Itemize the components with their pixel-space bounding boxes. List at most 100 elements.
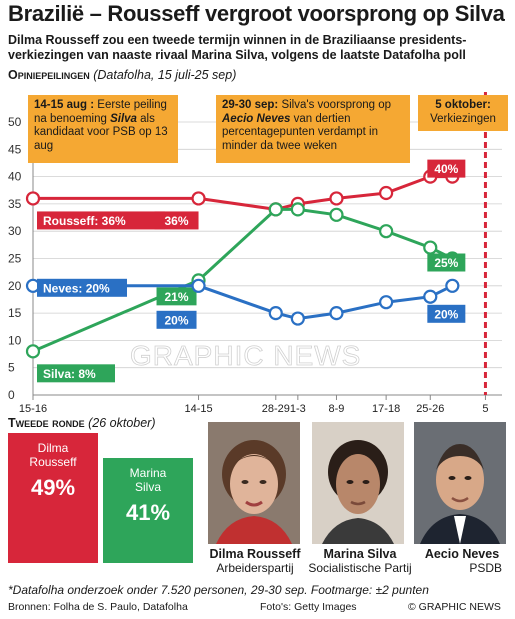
- portrait-neves-icon: [414, 422, 506, 544]
- caption-rousseff: Dilma Rousseff Arbeiderspartij: [206, 547, 304, 575]
- annotation-sep-italic: Aecio Neves: [222, 112, 291, 125]
- data-point-neves: [445, 278, 460, 293]
- data-label-box: [156, 287, 197, 306]
- series-line-neves: [33, 284, 453, 321]
- data-point-silva: [379, 224, 394, 239]
- data-point-silva: [423, 240, 438, 255]
- data-point-rousseff: [191, 191, 206, 206]
- runoff-bar-silva-name: Marina Silva: [129, 466, 167, 494]
- data-label-box: [37, 278, 127, 297]
- y-tick-label: 15: [8, 306, 22, 320]
- runoff-date: (26 oktober): [88, 416, 156, 430]
- y-tick-label: 50: [8, 115, 22, 129]
- annotation-sep: 29-30 sep: Silva's voorsprong op Aecio N…: [216, 95, 410, 163]
- photo-rousseff: [208, 422, 300, 544]
- caption-neves-name: Aecio Neves: [424, 547, 500, 561]
- polls-label: Opiniepeilingen: [8, 68, 90, 82]
- caption-silva-party: Socialistische Partij: [308, 561, 412, 575]
- y-tick-label: 30: [8, 224, 22, 238]
- portrait-rousseff-icon: [208, 422, 300, 544]
- data-label-box: [427, 253, 466, 272]
- page-title: Brazilië – Rousseff vergroot voorsprong …: [8, 1, 505, 26]
- data-point-silva: [290, 202, 305, 217]
- x-tick-label: 15-16: [19, 403, 47, 414]
- data-point-neves: [379, 295, 394, 310]
- sources: Bronnen: Folha de S. Paulo, Datafolha: [8, 601, 188, 613]
- data-point-silva: [25, 344, 41, 359]
- runoff-bar-silva: Marina Silva 41%: [103, 458, 193, 563]
- y-tick-label: 5: [8, 361, 15, 375]
- runoff-bar-silva-value: 41%: [125, 500, 171, 525]
- x-tick-label: 1-3: [290, 403, 306, 414]
- data-point-rousseff: [329, 191, 344, 206]
- page-subtitle: Dilma Rousseff zou een tweede termijn wi…: [8, 33, 467, 62]
- data-label-box: [154, 211, 199, 230]
- runoff-bar-rousseff-value: 49%: [30, 475, 76, 500]
- series-line-silva: [32, 207, 453, 353]
- data-point-silva: [268, 202, 283, 217]
- y-tick-label: 45: [8, 142, 22, 156]
- data-label: Rousseff: 36%: [43, 214, 126, 228]
- caption-rousseff-party: Arbeiderspartij: [216, 561, 294, 575]
- data-point-neves: [290, 311, 305, 326]
- annotation-aug: 14-15 aug : Eerste peiling na benoeming …: [28, 95, 178, 163]
- x-tick-label: 14-15: [184, 403, 212, 414]
- data-label-box: [427, 304, 466, 323]
- data-label-box: [427, 159, 466, 178]
- x-tick-label: 5: [482, 403, 488, 414]
- series-line-rousseff: [33, 175, 453, 211]
- y-tick-label: 0: [8, 388, 15, 402]
- photo-neves: [414, 422, 506, 544]
- annotation-election-date: 5 oktober:: [435, 99, 491, 111]
- x-tick-label: 8-9: [329, 403, 345, 414]
- data-point-neves: [268, 306, 283, 321]
- data-point-neves: [329, 306, 344, 321]
- annotation-election: 5 oktober: Verkiezingen: [418, 95, 508, 131]
- runoff-label: Tweede ronde: [8, 416, 85, 430]
- annotation-sep-text-2: van dertien percentagepunten verdampt in…: [222, 112, 378, 152]
- annotation-sep-date: 29-30 sep:: [222, 99, 279, 111]
- data-label-box: [156, 310, 197, 329]
- data-label-box: [37, 364, 115, 383]
- runoff-bar-rousseff-name: Dilma Rousseff: [29, 441, 77, 469]
- data-point-neves: [191, 278, 206, 293]
- y-tick-label: 40: [8, 170, 22, 184]
- y-tick-label: 10: [8, 333, 22, 347]
- caption-rousseff-name: Dilma Rousseff: [209, 547, 301, 561]
- data-point-rousseff: [379, 185, 394, 201]
- y-tick-label: 35: [8, 197, 22, 211]
- data-label: 21%: [165, 290, 189, 304]
- runoff-heading: Tweede ronde (26 oktober): [8, 416, 156, 430]
- annotation-aug-italic: Silva: [110, 112, 137, 125]
- runoff-bar-rousseff: Dilma Rousseff 49%: [8, 433, 98, 563]
- photo-silva: [312, 422, 404, 544]
- data-label: 25%: [434, 256, 458, 270]
- caption-neves: Aecio Neves PSDB: [416, 547, 508, 575]
- annotation-aug-date: 14-15 aug :: [34, 99, 95, 111]
- annotation-aug-text-1: Eerste peiling na benoeming: [34, 99, 167, 125]
- data-point-rousseff: [25, 191, 41, 206]
- poll-chart: 0510152025303540455015-16juli14-15aug28-…: [8, 92, 502, 414]
- data-point-silva: [329, 207, 344, 222]
- data-label: 20%: [434, 307, 458, 321]
- data-label: 20%: [165, 313, 189, 327]
- y-tick-label: 25: [8, 252, 22, 266]
- caption-silva: Marina Silva Socialistische Partij: [304, 547, 416, 575]
- caption-neves-party: PSDB: [469, 561, 502, 575]
- photo-credit: Foto's: Getty Images: [260, 601, 357, 613]
- polls-heading: Opiniepeilingen (Datafolha, 15 juli-25 s…: [8, 68, 236, 82]
- x-tick-label: 28-29: [262, 403, 290, 414]
- polls-source: (Datafolha, 15 juli-25 sep): [93, 68, 237, 82]
- annotation-aug-text-2: als kandidaat voor PSB op 13 aug: [34, 112, 168, 152]
- data-label-box: [37, 211, 165, 230]
- copyright: © GRAPHIC NEWS: [408, 601, 501, 613]
- annotation-election-text: Verkiezingen: [430, 112, 496, 125]
- caption-silva-name: Marina Silva: [323, 547, 397, 561]
- y-tick-label: 20: [8, 279, 22, 293]
- x-tick-label: 25-26: [416, 403, 444, 414]
- data-point-neves: [423, 289, 438, 304]
- x-tick-label: 17-18: [372, 403, 400, 414]
- data-label: 40%: [434, 162, 458, 176]
- footnote: *Datafolha onderzoek onder 7.520 persone…: [8, 583, 429, 597]
- portrait-silva-icon: [312, 422, 404, 544]
